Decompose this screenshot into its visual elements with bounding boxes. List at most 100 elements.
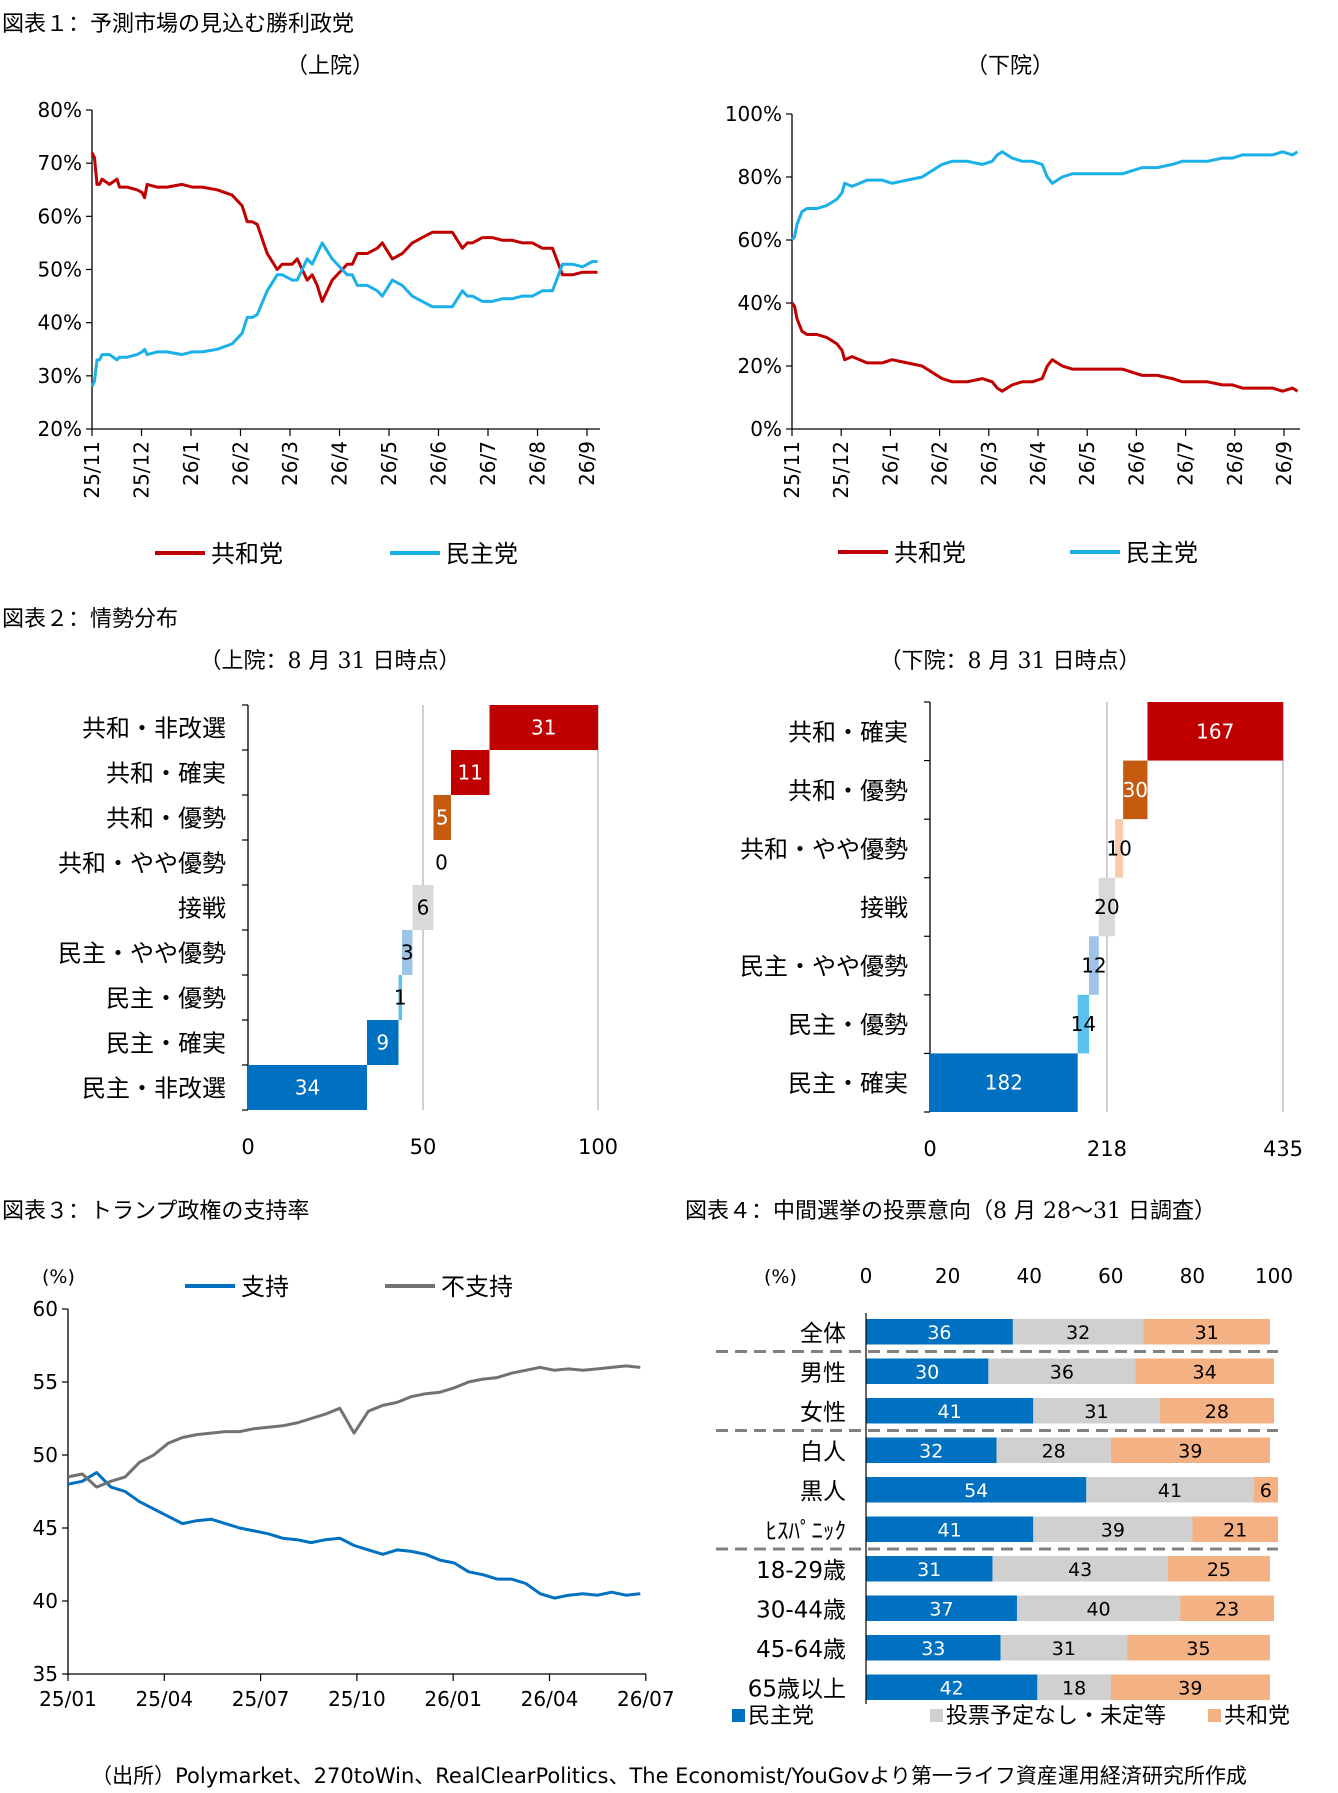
segment-value-label: 39 — [1101, 1519, 1125, 1541]
category-label: 接戦 — [860, 894, 908, 922]
category-label: 共和・優勢 — [788, 777, 908, 805]
x-tick-label: 26/7 — [1174, 441, 1198, 486]
category-label: 黒人 — [800, 1479, 846, 1505]
segment-value-label: 31 — [1195, 1322, 1219, 1344]
x-tick-label: 26/9 — [1272, 441, 1296, 486]
segment-value-label: 23 — [1215, 1598, 1239, 1620]
segment-value-label: 36 — [927, 1322, 951, 1344]
bar-value-label: 6 — [417, 896, 430, 920]
y-tick-label: 40% — [738, 291, 782, 315]
x-tick-label: 0 — [241, 1135, 254, 1159]
x-tick-label: 40 — [1016, 1264, 1041, 1288]
legend-label: 共和党 — [1224, 1704, 1290, 1729]
category-label: 18-29歳 — [756, 1558, 846, 1584]
x-tick-label: 20 — [935, 1264, 960, 1288]
y-tick-label: 20% — [738, 354, 782, 378]
stacked-bar-segment — [996, 1437, 1111, 1463]
legend-label: 投票予定なし・未定等 — [946, 1704, 1166, 1729]
stacked-bar-segment — [1143, 1319, 1270, 1345]
y-tick-label: 45 — [33, 1516, 58, 1540]
stacked-bar-segment — [866, 1595, 1017, 1621]
legend-swatch — [1208, 1709, 1221, 1722]
senate-forecast-chart: 31 共和・非改選 11 共和・確実 5 共和・優勢 0 共和・やや優勢 6 接戦 3 民主・やや優勢… — [58, 704, 618, 1159]
x-tick-label: 26/8 — [1223, 441, 1247, 486]
stacked-bar-segment — [1086, 1477, 1254, 1503]
segment-value-label: 35 — [1186, 1638, 1210, 1660]
forecast-bar — [1077, 994, 1090, 1054]
x-tick-label: 80 — [1180, 1264, 1205, 1288]
y-tick-label: 50 — [33, 1443, 58, 1467]
x-tick-label: 25/11 — [80, 441, 104, 499]
category-label: 接戦 — [178, 895, 226, 923]
bar-value-label: 31 — [531, 716, 556, 740]
figure-1-senate-subtitle: （上院） — [285, 54, 374, 79]
forecast-bar — [412, 885, 434, 930]
forecast-bar — [1115, 819, 1124, 878]
x-tick-label: 26/3 — [278, 441, 302, 486]
segment-value-label: 41 — [1158, 1480, 1182, 1502]
forecast-bar — [451, 750, 490, 795]
figure-3-title: 図表３：トランプ政権の支持率 — [2, 1199, 310, 1224]
legend-label: 共和党 — [211, 540, 283, 568]
x-tick-label: 25/10 — [328, 1687, 386, 1711]
segment-value-label: 41 — [938, 1401, 962, 1423]
legend-label: 支持 — [241, 1273, 289, 1301]
category-label: ﾋｽﾊﾟﾆｯｸ — [766, 1518, 847, 1544]
stacked-bar-segment — [1127, 1635, 1270, 1661]
forecast-bar — [402, 930, 413, 975]
forecast-bar — [398, 975, 402, 1020]
x-tick-label: 26/2 — [928, 441, 952, 486]
figure-1-house-subtitle: （下院） — [965, 54, 1054, 79]
forecast-bar — [1089, 936, 1099, 995]
bar-value-label: 20 — [1094, 895, 1119, 919]
bar-value-label: 182 — [985, 1071, 1023, 1095]
x-tick-label: 0 — [860, 1264, 873, 1288]
source-footer: （出所）Polymarket、270toWin、RealClearPolitic… — [91, 1764, 1247, 1788]
legend-label: 民主党 — [446, 540, 518, 568]
stacked-bar-segment — [866, 1477, 1087, 1503]
x-tick-label: 25/12 — [829, 441, 853, 499]
figure-2-title: 図表２：情勢分布 — [2, 607, 179, 632]
segment-value-label: 18 — [1062, 1677, 1086, 1699]
category-label: 共和・優勢 — [106, 805, 226, 833]
stacked-bar-segment — [1167, 1556, 1270, 1582]
segment-value-label: 37 — [929, 1598, 953, 1620]
x-tick-label: 25/04 — [135, 1687, 193, 1711]
x-tick-label: 26/4 — [328, 441, 352, 486]
figure-1-title: 図表１：予測市場の見込む勝利政党 — [2, 12, 355, 37]
segment-value-label: 31 — [917, 1559, 941, 1581]
stacked-bar-segment — [866, 1674, 1038, 1700]
segment-value-label: 41 — [938, 1519, 962, 1541]
segment-value-label: 40 — [1086, 1598, 1110, 1620]
category-label: 全体 — [800, 1321, 846, 1347]
bar-value-label: 30 — [1123, 778, 1148, 802]
segment-value-label: 39 — [1178, 1677, 1202, 1699]
stacked-bar-segment — [1016, 1595, 1181, 1621]
bar-value-label: 3 — [401, 941, 414, 965]
senate-odds-chart: 20% 30% 40% 50% 60% 70% 80% 25/11 25/12 26/1 26/2 2… — [38, 98, 600, 568]
house-forecast-chart: 167 共和・確実 30 共和・優勢 10 共和・やや優勢 20 接戦 12 民主・やや優勢 14 民… — [740, 701, 1303, 1161]
segment-value-label: 32 — [1066, 1322, 1090, 1344]
x-tick-label: 26/4 — [1026, 441, 1050, 486]
segment-value-label: 36 — [1050, 1361, 1074, 1383]
stacked-bar-segment — [866, 1398, 1034, 1424]
x-tick-label: 100 — [578, 1135, 618, 1159]
category-label: 民主・優勢 — [788, 1011, 908, 1039]
category-label: 65歳以上 — [748, 1676, 846, 1702]
figure-4-title: 図表４：中間選挙の投票意向（8 月 28～31 日調査） — [685, 1199, 1216, 1224]
y-tick-label: 60% — [738, 228, 782, 252]
figure-2-house-subtitle: （下院：8 月 31 日時点） — [879, 649, 1141, 674]
x-tick-label: 25/12 — [130, 441, 154, 499]
bar-value-label: 167 — [1196, 719, 1234, 743]
segment-value-label: 25 — [1207, 1559, 1231, 1581]
category-label: 共和・確実 — [788, 718, 908, 746]
bar-value-label: 1 — [394, 986, 407, 1010]
x-tick-label: 25/07 — [232, 1687, 290, 1711]
forecast-bar — [367, 1020, 399, 1065]
y-tick-label: 60% — [38, 204, 82, 228]
y-tick-label: 100% — [725, 102, 782, 126]
segment-value-label: 34 — [1193, 1361, 1217, 1383]
stacked-bar-segment — [1033, 1516, 1193, 1542]
stacked-bar-segment — [866, 1358, 989, 1384]
y-axis-unit-label: (%) — [42, 1266, 75, 1288]
